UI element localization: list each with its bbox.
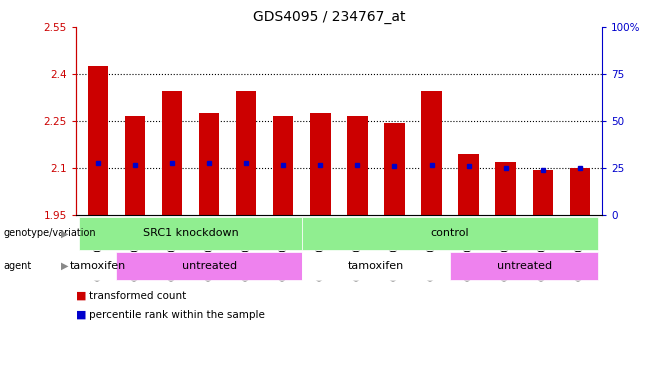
Bar: [273, 116, 293, 215]
Text: percentile rank within the sample: percentile rank within the sample: [89, 310, 265, 320]
Bar: [532, 170, 553, 215]
Bar: [347, 116, 368, 215]
Bar: [310, 113, 330, 215]
Text: tamoxifen: tamoxifen: [348, 261, 404, 271]
Text: transformed count: transformed count: [89, 291, 186, 301]
Bar: [384, 122, 405, 215]
Text: ▶: ▶: [61, 228, 68, 238]
Bar: [162, 91, 182, 215]
Text: SRC1 knockdown: SRC1 knockdown: [143, 228, 238, 238]
Text: GDS4095 / 234767_at: GDS4095 / 234767_at: [253, 10, 405, 23]
Text: untreated: untreated: [182, 261, 237, 271]
Text: ■: ■: [76, 310, 86, 320]
Bar: [125, 116, 145, 215]
Text: ▶: ▶: [61, 261, 68, 271]
Bar: [459, 154, 479, 215]
Bar: [236, 91, 257, 215]
Bar: [570, 168, 590, 215]
Text: control: control: [431, 228, 469, 238]
Text: tamoxifen: tamoxifen: [70, 261, 126, 271]
Bar: [495, 162, 516, 215]
Text: agent: agent: [3, 261, 32, 271]
Bar: [199, 113, 219, 215]
Text: genotype/variation: genotype/variation: [3, 228, 96, 238]
Text: ■: ■: [76, 291, 86, 301]
Text: untreated: untreated: [497, 261, 552, 271]
Bar: [421, 91, 442, 215]
Bar: [88, 66, 108, 215]
